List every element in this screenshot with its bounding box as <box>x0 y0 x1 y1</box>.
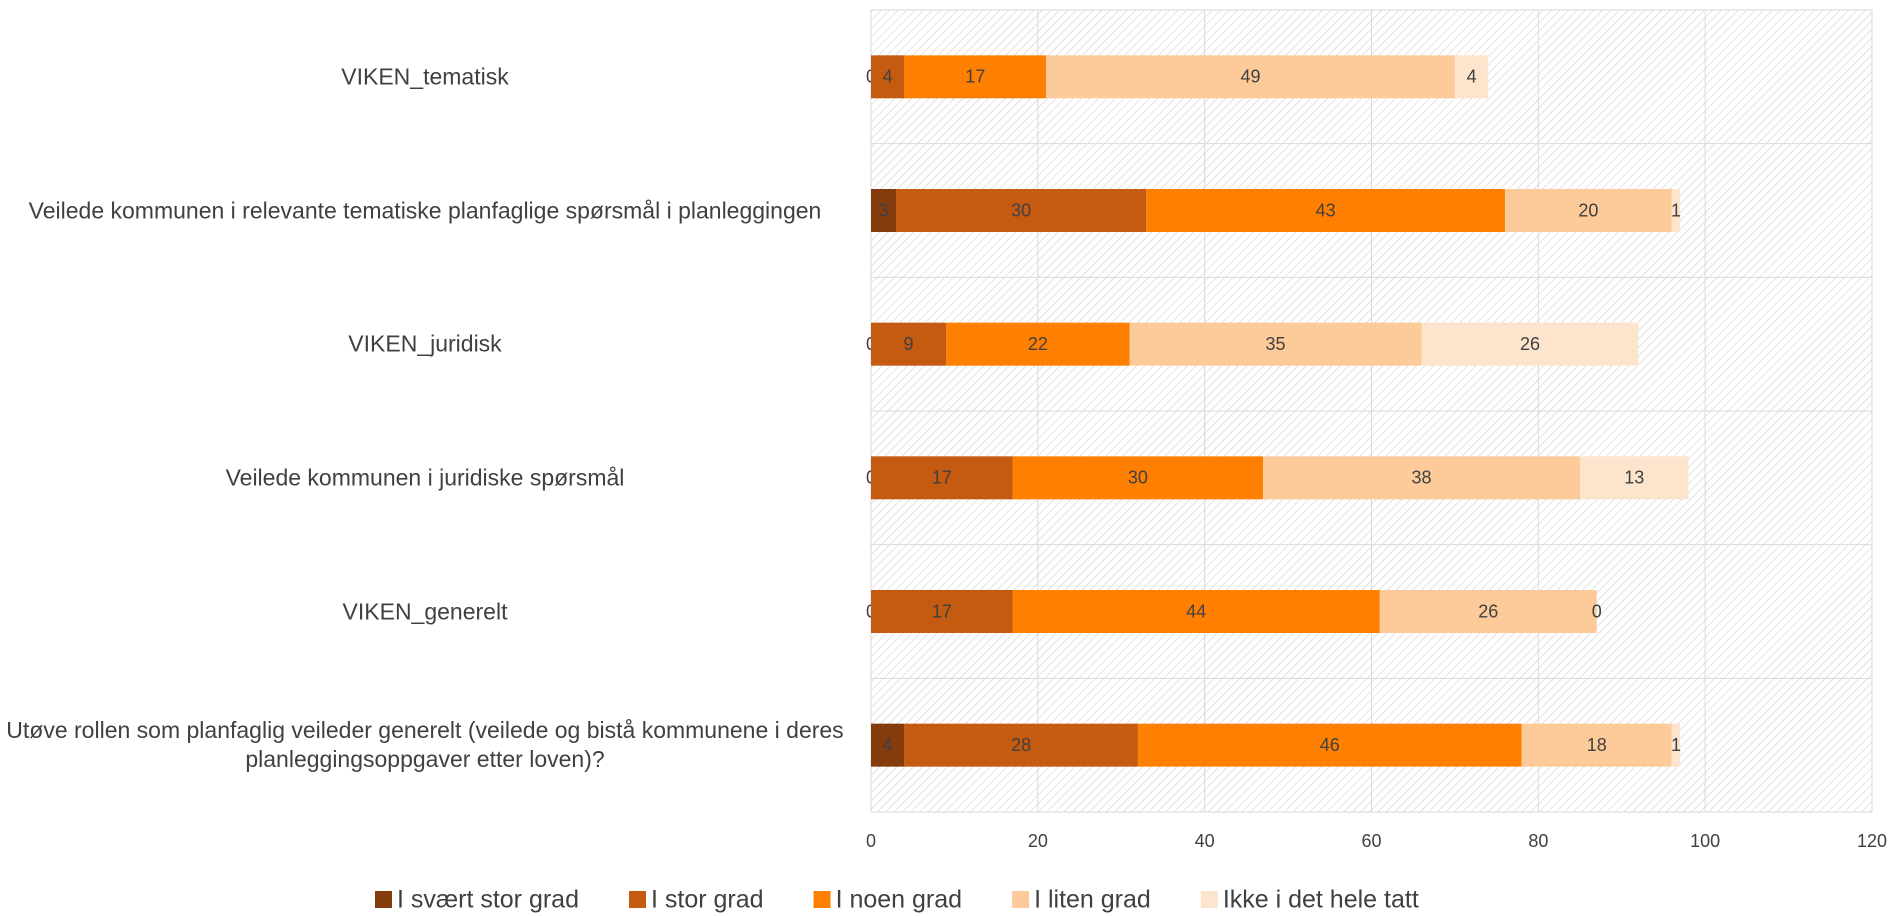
bar-segment <box>896 189 1147 232</box>
data-label: 17 <box>965 67 985 87</box>
bar-segment <box>871 723 905 767</box>
data-label: 4 <box>883 735 893 755</box>
data-label: 30 <box>1011 200 1031 220</box>
data-label: 4 <box>883 67 893 87</box>
data-label: 17 <box>932 601 952 621</box>
data-label: 3 <box>879 200 889 220</box>
legend-swatch <box>1012 891 1030 908</box>
bar-segment <box>871 55 905 99</box>
x-tick-label: 20 <box>1028 831 1048 851</box>
category-label: VIKEN_tematisk <box>341 63 509 90</box>
x-tick-label: 100 <box>1690 831 1720 851</box>
bar-segment <box>1146 189 1505 232</box>
data-label: 26 <box>1478 601 1498 621</box>
bar-segment <box>946 322 1130 366</box>
data-label: 4 <box>1467 67 1477 87</box>
data-label: 0 <box>1592 601 1602 621</box>
bar-segment <box>1580 456 1689 500</box>
data-label: 26 <box>1520 334 1540 354</box>
bar-segment <box>871 590 1013 633</box>
bar-segment <box>1012 590 1380 633</box>
legend-swatch <box>1200 891 1218 908</box>
legend-label: I stor grad <box>651 886 764 914</box>
data-label: 28 <box>1011 735 1031 755</box>
legend-label: Ikke i det hele tatt <box>1223 886 1419 914</box>
bar-segment <box>1046 55 1455 99</box>
data-label: 30 <box>1128 468 1148 488</box>
legend-swatch <box>813 891 831 908</box>
x-tick-label: 120 <box>1857 831 1887 851</box>
bar-segment <box>1263 456 1581 500</box>
data-label: 13 <box>1624 468 1644 488</box>
x-tick-label: 80 <box>1528 831 1548 851</box>
legend-swatch <box>375 891 392 908</box>
x-tick-label: 60 <box>1361 831 1381 851</box>
legend-label: I svært stor grad <box>397 886 579 914</box>
bar-segment <box>1137 723 1522 767</box>
data-label: 35 <box>1266 334 1286 354</box>
data-label: 18 <box>1587 735 1607 755</box>
bar-segment <box>904 55 1047 99</box>
category-label: Utøve rollen som planfaglig veileder gen… <box>6 717 844 773</box>
x-tick-label: 0 <box>866 831 876 851</box>
bar-segment <box>1012 456 1264 500</box>
data-label: 43 <box>1316 200 1336 220</box>
category-label: VIKEN_juridisk <box>348 330 502 357</box>
bar-segment <box>1421 322 1639 366</box>
bar-segment <box>1671 189 1681 232</box>
bar-segment <box>1129 322 1422 366</box>
bar-segment <box>871 189 897 232</box>
data-label: 46 <box>1320 735 1340 755</box>
category-label: Veilede kommunen i juridiske spørsmål <box>225 464 625 491</box>
legend-label: I noen grad <box>836 886 963 914</box>
category-label: VIKEN_generelt <box>342 598 508 624</box>
bar-segment <box>871 322 947 366</box>
data-label: 1 <box>1671 735 1681 755</box>
data-label: 9 <box>904 334 914 354</box>
data-label: 22 <box>1028 334 1048 354</box>
data-label: 38 <box>1412 468 1432 488</box>
legend-swatch <box>629 891 646 908</box>
data-label: 20 <box>1578 200 1598 220</box>
data-label: 44 <box>1186 601 1206 621</box>
bar-segment <box>1521 723 1672 767</box>
bar-segment <box>1454 55 1489 99</box>
x-tick-label: 40 <box>1195 831 1215 851</box>
bar-segment <box>1671 723 1681 767</box>
bar-segment <box>904 723 1138 767</box>
data-label: 17 <box>932 468 952 488</box>
data-label: 1 <box>1671 200 1681 220</box>
category-label: Veilede kommunen i relevante tematiske p… <box>28 197 822 223</box>
bar-segment <box>1379 590 1597 633</box>
data-label: 49 <box>1241 67 1261 87</box>
bar-segment <box>1504 189 1672 232</box>
bar-segment <box>871 456 1013 500</box>
legend-label: I liten grad <box>1034 886 1151 914</box>
